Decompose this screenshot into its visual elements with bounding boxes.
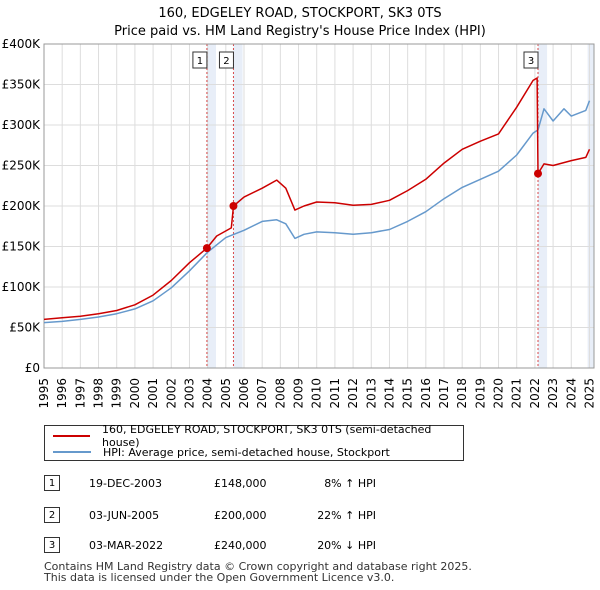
y-tick-label: £300K bbox=[2, 118, 42, 132]
chart-title: 160, EDGELEY ROAD, STOCKPORT, SK3 0TS bbox=[158, 6, 442, 21]
plot-frame bbox=[43, 43, 595, 369]
x-tick-label: 2004 bbox=[201, 378, 215, 409]
x-tick-label: 2013 bbox=[364, 378, 378, 409]
sale-row: 3 03-MAR-2022 £240,000 20% ↓ HPI bbox=[44, 537, 584, 557]
sale-label-number: 2 bbox=[223, 56, 229, 67]
x-tick-label: 2007 bbox=[255, 378, 269, 409]
sale-point bbox=[534, 169, 542, 178]
x-tick-label: 2011 bbox=[328, 378, 342, 409]
sale-number-badge: 2 bbox=[44, 507, 60, 523]
x-tick-label: 2010 bbox=[310, 378, 324, 409]
series-line-property bbox=[43, 77, 591, 321]
legend-item-hpi: HPI: Average price, semi-detached house,… bbox=[53, 444, 390, 460]
x-tick-label: 2014 bbox=[382, 378, 396, 409]
legend-label-property: 160, EDGELEY ROAD, STOCKPORT, SK3 0TS (s… bbox=[102, 423, 432, 449]
legend-swatch-blue bbox=[53, 451, 91, 453]
sale-price: £240,000 bbox=[214, 539, 267, 552]
footer-copyright: Contains HM Land Registry data © Crown c… bbox=[44, 560, 472, 573]
sale-price: £148,000 bbox=[214, 477, 267, 490]
x-tick-label: 2018 bbox=[455, 378, 469, 409]
y-tick-label: £400K bbox=[2, 37, 42, 51]
x-tick-label: 2009 bbox=[292, 378, 306, 409]
sale-hpi-change: 20% ↓ HPI bbox=[317, 539, 376, 552]
sale-date: 03-MAR-2022 bbox=[89, 539, 164, 552]
sale-hpi-change: 22% ↑ HPI bbox=[317, 509, 376, 522]
legend: 160, EDGELEY ROAD, STOCKPORT, SK3 0TS (s… bbox=[44, 423, 464, 461]
sale-label-box bbox=[218, 51, 234, 69]
chart-title-block: 160, EDGELEY ROAD, STOCKPORT, SK3 0TS Pr… bbox=[0, 5, 600, 41]
y-tick-label: £100K bbox=[2, 280, 42, 294]
x-tick-label: 2012 bbox=[346, 378, 360, 409]
price-chart: £0 £50K £100K £150K £200K £250K £300K £350K £400… bbox=[2, 37, 597, 409]
x-tick-label: 2003 bbox=[182, 378, 196, 409]
y-tick-label: £250K bbox=[2, 159, 42, 173]
x-tick-label: 2023 bbox=[546, 378, 560, 409]
legend-item-property: 160, EDGELEY ROAD, STOCKPORT, SK3 0TS (s… bbox=[53, 423, 463, 449]
x-tick-label: 2020 bbox=[492, 378, 506, 409]
sale-point bbox=[229, 202, 238, 210]
x-tick-label: 2022 bbox=[528, 378, 542, 409]
sale-number-badge: 3 bbox=[44, 537, 60, 553]
chart-subtitle: Price paid vs. HM Land Registry's House … bbox=[114, 24, 486, 39]
sale-hpi-change: 8% ↑ HPI bbox=[324, 477, 376, 490]
x-tick-label: 2025 bbox=[582, 378, 596, 409]
sale-price: £200,000 bbox=[214, 509, 267, 522]
x-tick-label: 2021 bbox=[510, 378, 524, 409]
x-tick-label: 1998 bbox=[92, 378, 106, 409]
x-tick-label: 2017 bbox=[437, 378, 451, 409]
x-tick-label: 2016 bbox=[419, 378, 433, 409]
x-tick-label: 2008 bbox=[273, 378, 287, 409]
y-tick-label: £150K bbox=[2, 240, 42, 254]
sale-label-number: 1 bbox=[197, 56, 203, 67]
y-tick-label: £50K bbox=[9, 321, 41, 335]
x-tick-label: 2015 bbox=[401, 378, 415, 409]
sale-date: 03-JUN-2005 bbox=[89, 509, 160, 522]
x-tick-label: 2006 bbox=[237, 378, 251, 409]
x-tick-label: 2024 bbox=[564, 378, 578, 409]
footer: Contains HM Land Registry data © Crown c… bbox=[44, 561, 472, 583]
legend-swatch-red bbox=[53, 435, 91, 437]
x-tick-label: 2001 bbox=[146, 378, 160, 409]
sale-label-box bbox=[192, 51, 208, 69]
sale-label-number: 3 bbox=[528, 56, 534, 67]
sale-date: 19-DEC-2003 bbox=[89, 477, 163, 490]
x-tick-label: 2002 bbox=[164, 378, 178, 409]
y-tick-label: £200K bbox=[2, 199, 42, 213]
y-tick-label: £350K bbox=[2, 78, 42, 92]
sale-point bbox=[202, 244, 211, 253]
x-tick-label: 1997 bbox=[73, 378, 87, 409]
footer-licence: This data is licensed under the Open Gov… bbox=[44, 571, 395, 584]
x-tick-label: 2005 bbox=[219, 378, 233, 409]
x-tick-label: 1999 bbox=[110, 378, 124, 409]
sale-number-badge: 1 bbox=[44, 475, 60, 491]
x-tick-label: 1995 bbox=[37, 378, 51, 409]
sale-row: 1 19-DEC-2003 £148,000 8% ↑ HPI bbox=[44, 475, 584, 495]
x-tick-label: 2000 bbox=[128, 378, 142, 409]
y-tick-label: £0 bbox=[25, 361, 40, 375]
sale-label-box bbox=[523, 51, 539, 69]
sale-row: 2 03-JUN-2005 £200,000 22% ↑ HPI bbox=[44, 507, 584, 527]
x-tick-label: 2019 bbox=[473, 378, 487, 409]
legend-label-hpi: HPI: Average price, semi-detached house,… bbox=[103, 445, 390, 459]
x-tick-label: 1996 bbox=[55, 378, 69, 409]
